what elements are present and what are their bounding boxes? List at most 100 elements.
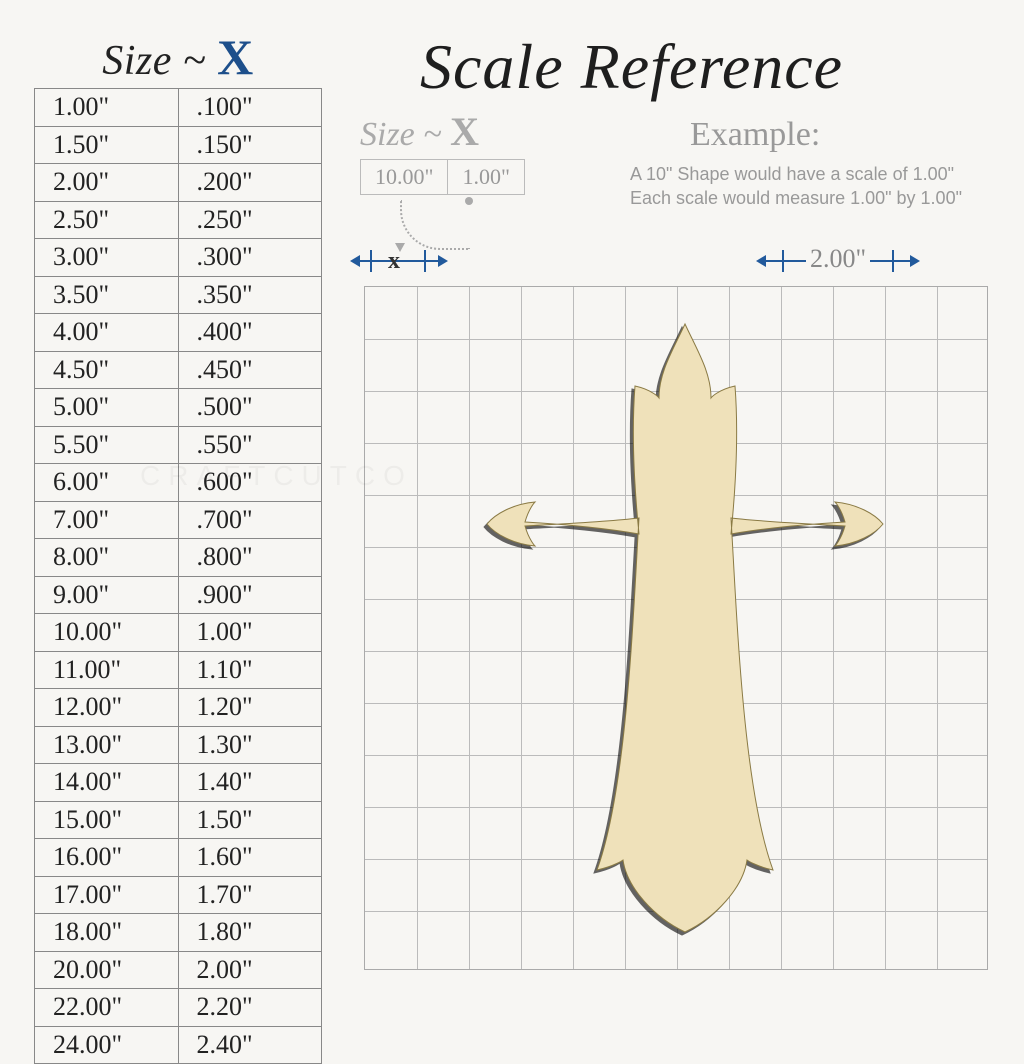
table-cell: 14.00" <box>35 764 179 802</box>
size-label-prefix: Size ~ <box>102 38 217 84</box>
table-cell: .300" <box>178 239 322 277</box>
table-cell: 11.00" <box>35 651 179 689</box>
example-mini-table: 10.00" 1.00" <box>360 159 525 195</box>
example-heading: Example: <box>690 116 820 154</box>
table-row: 1.00".100" <box>35 89 322 127</box>
table-row: 2.00".200" <box>35 164 322 202</box>
table-cell: .150" <box>178 126 322 164</box>
table-cell: 1.20" <box>178 689 322 727</box>
table-cell: 7.00" <box>35 501 179 539</box>
example-size-prefix: Size ~ <box>360 116 450 153</box>
table-cell: 5.50" <box>35 426 179 464</box>
table-cell: 9.00" <box>35 576 179 614</box>
size-table-title: Size ~ X <box>34 28 322 86</box>
table-cell: 4.50" <box>35 351 179 389</box>
example-line-2: Each scale would measure 1.00" by 1.00" <box>630 186 962 210</box>
table-cell: 2.40" <box>178 1026 322 1064</box>
table-cell: 1.10" <box>178 651 322 689</box>
watermark-text: CRAFTCUTCO <box>140 460 413 492</box>
grid-line-vertical <box>469 287 470 969</box>
table-row: 9.00".900" <box>35 576 322 614</box>
table-cell: 10.00" <box>35 614 179 652</box>
table-cell: .500" <box>178 389 322 427</box>
table-row: 8.00".800" <box>35 539 322 577</box>
table-cell: 1.50" <box>35 126 179 164</box>
table-cell: 2.50" <box>35 201 179 239</box>
table-row: 20.00"2.00" <box>35 951 322 989</box>
table-row: 2.50".250" <box>35 201 322 239</box>
table-cell: .350" <box>178 276 322 314</box>
table-row: 3.50".350" <box>35 276 322 314</box>
two-inch-tick-right <box>892 250 894 272</box>
table-row: 22.00"2.20" <box>35 989 322 1027</box>
table-row: 14.00"1.40" <box>35 764 322 802</box>
size-table: 1.00".100"1.50".150"2.00".200"2.50".250"… <box>34 88 322 1064</box>
table-row: 10.00"1.00" <box>35 614 322 652</box>
example-mini-cell-x: 1.00" <box>448 160 524 195</box>
table-cell: 4.00" <box>35 314 179 352</box>
table-cell: 1.30" <box>178 726 322 764</box>
table-row: 18.00"1.80" <box>35 914 322 952</box>
two-inch-tick-left <box>782 250 784 272</box>
table-cell: 5.00" <box>35 389 179 427</box>
table-cell: 20.00" <box>35 951 179 989</box>
table-cell: 22.00" <box>35 989 179 1027</box>
table-cell: .550" <box>178 426 322 464</box>
grid-line-vertical <box>937 287 938 969</box>
table-row: 24.00"2.40" <box>35 1026 322 1064</box>
table-row: 12.00"1.20" <box>35 689 322 727</box>
table-cell: 13.00" <box>35 726 179 764</box>
grid-line-vertical <box>885 287 886 969</box>
table-row: 5.50".550" <box>35 426 322 464</box>
table-cell: 18.00" <box>35 914 179 952</box>
table-cell: 1.70" <box>178 876 322 914</box>
table-row: 15.00"1.50" <box>35 801 322 839</box>
table-cell: 17.00" <box>35 876 179 914</box>
x-indicator-tick-left <box>370 250 372 272</box>
table-cell: 16.00" <box>35 839 179 877</box>
table-cell: 1.80" <box>178 914 322 952</box>
table-cell: 8.00" <box>35 539 179 577</box>
example-mini-cell-size: 10.00" <box>361 160 448 195</box>
dotted-connector-arc <box>400 200 470 250</box>
x-indicator-tick-right <box>424 250 426 272</box>
table-row: 3.00".300" <box>35 239 322 277</box>
table-cell: .400" <box>178 314 322 352</box>
table-cell: 1.00" <box>178 614 322 652</box>
example-size-label: Size ~ X <box>360 108 1000 155</box>
table-cell: 2.20" <box>178 989 322 1027</box>
table-row: 4.00".400" <box>35 314 322 352</box>
cross-shape <box>485 318 885 938</box>
table-row: 11.00"1.10" <box>35 651 322 689</box>
table-cell: 15.00" <box>35 801 179 839</box>
table-row: 4.50".450" <box>35 351 322 389</box>
table-cell: .800" <box>178 539 322 577</box>
table-cell: 3.00" <box>35 239 179 277</box>
table-cell: 2.00" <box>178 951 322 989</box>
table-cell: .200" <box>178 164 322 202</box>
table-row: 13.00"1.30" <box>35 726 322 764</box>
size-table-container: Size ~ X 1.00".100"1.50".150"2.00".200"2… <box>34 28 322 1064</box>
table-cell: 1.00" <box>35 89 179 127</box>
grid-line-vertical <box>417 287 418 969</box>
table-row: 17.00"1.70" <box>35 876 322 914</box>
size-label-x: X <box>217 29 254 85</box>
page-title: Scale Reference <box>420 30 843 104</box>
cross-shape-svg <box>485 318 885 938</box>
table-cell: 2.00" <box>35 164 179 202</box>
table-cell: 24.00" <box>35 1026 179 1064</box>
table-cell: .900" <box>178 576 322 614</box>
two-inch-label: 2.00" <box>806 244 870 274</box>
table-row: 1.50".150" <box>35 126 322 164</box>
table-cell: 12.00" <box>35 689 179 727</box>
table-cell: 3.50" <box>35 276 179 314</box>
table-cell: .700" <box>178 501 322 539</box>
table-cell: 1.50" <box>178 801 322 839</box>
table-cell: .100" <box>178 89 322 127</box>
table-cell: 1.40" <box>178 764 322 802</box>
example-text: A 10" Shape would have a scale of 1.00" … <box>630 162 962 211</box>
table-cell: .450" <box>178 351 322 389</box>
table-row: 16.00"1.60" <box>35 839 322 877</box>
table-row: 7.00".700" <box>35 501 322 539</box>
example-size-x: X <box>450 109 479 154</box>
